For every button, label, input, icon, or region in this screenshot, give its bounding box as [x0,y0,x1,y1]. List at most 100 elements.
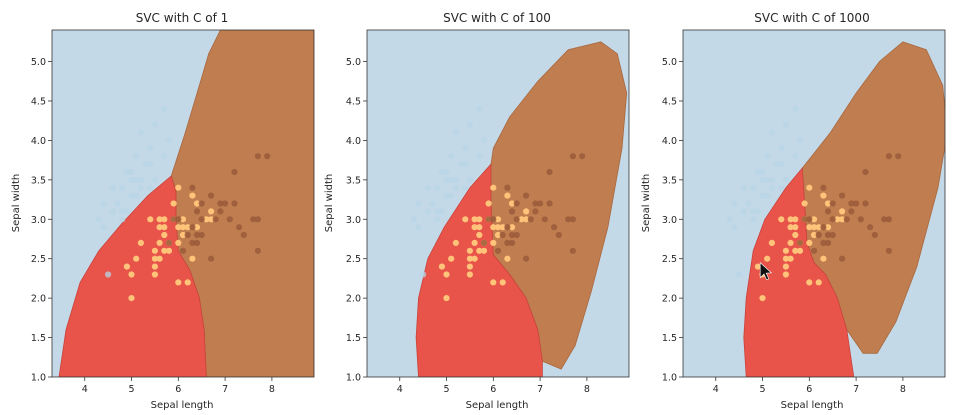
x-tick-label: 5 [760,384,766,395]
y-axis-label: Sepal width [11,174,22,233]
data-point [193,231,201,239]
y-tick-label: 1.5 [346,333,361,344]
data-point [862,200,869,207]
data-point [768,176,776,183]
data-point [490,224,497,231]
data-point [462,161,469,168]
data-point [839,255,846,262]
data-point [759,192,766,199]
data-point [170,200,177,207]
data-point [862,168,869,176]
data-point [264,153,271,160]
x-tick-label: 8 [584,384,590,395]
y-tick-label: 1.0 [346,373,361,384]
data-point [133,176,140,183]
y-tick-label: 2.0 [31,294,46,305]
data-point [824,224,832,231]
data-point [773,161,780,168]
data-point [161,216,168,223]
data-point [782,271,790,278]
data-point [128,168,135,176]
data-point [810,216,818,223]
data-point [810,224,818,231]
data-point [792,105,799,112]
data-point [508,231,516,239]
data-point [100,200,107,207]
x-tick-label: 4 [397,384,403,395]
data-point [750,216,757,223]
data-point [476,247,483,254]
data-point [147,161,154,168]
data-point [499,224,506,231]
data-point [806,216,813,223]
data-point [494,216,502,223]
y-tick-label: 1.0 [662,373,677,384]
y-tick-label: 5.0 [346,57,361,68]
data-point [438,168,445,176]
data-point [759,168,766,176]
data-point [137,184,144,191]
data-point [792,153,799,160]
y-tick-label: 5.0 [31,57,46,68]
data-point [193,208,201,215]
data-point [189,184,196,191]
data-point [745,200,752,207]
data-point [504,184,511,191]
data-point [123,168,130,176]
data-point [759,295,766,302]
data-point [208,255,215,262]
data-point [792,247,799,254]
data-point [569,247,577,254]
data-point [165,239,173,246]
data-point [824,208,832,215]
data-point [778,145,785,152]
chart-title: SVC with C of 100 [443,11,551,25]
data-point [881,216,888,223]
data-point [443,271,450,278]
y-tick-label: 3.0 [662,215,677,226]
data-point [208,216,215,223]
data-point [778,161,785,168]
data-point [508,200,516,207]
data-point [457,161,464,168]
data-point [885,153,893,160]
data-point [119,184,126,191]
data-point [839,192,846,199]
data-point [806,224,813,231]
data-point [796,247,804,254]
axes: 4 5 6 7 8 1.0 1.5 2.0 2.5 3.0 3.5 4.0 4.5 5.0 [31,57,275,395]
data-point [462,216,469,223]
data-point [434,216,441,223]
data-point [796,239,804,246]
data-point [462,184,469,191]
data-point [179,231,187,239]
data-point [198,200,205,207]
data-point [782,247,790,254]
y-tick-label: 1.0 [31,373,46,384]
data-point [471,239,478,246]
data-point [857,216,864,223]
data-point [871,231,878,239]
data-point [133,192,140,199]
data-point [508,208,516,215]
data-point [555,231,562,239]
y-tick-label: 1.5 [662,333,677,344]
chart-panel-c1: SVC with C of 1 Sepal length Sepal width… [11,11,315,411]
data-point [161,224,168,231]
y-tick-label: 2.0 [662,294,677,305]
mouse-cursor-icon [759,261,773,281]
data-point [462,145,469,152]
x-tick-label: 5 [129,384,135,395]
data-point [820,184,827,191]
data-point [848,208,855,215]
data-point [768,129,776,136]
data-point [787,255,794,262]
data-point [829,216,836,223]
data-point [759,176,766,183]
data-point [820,192,827,199]
data-point [885,247,893,254]
data-point [198,231,205,239]
data-point [119,208,126,215]
data-point [128,192,135,199]
data-point [782,121,790,128]
